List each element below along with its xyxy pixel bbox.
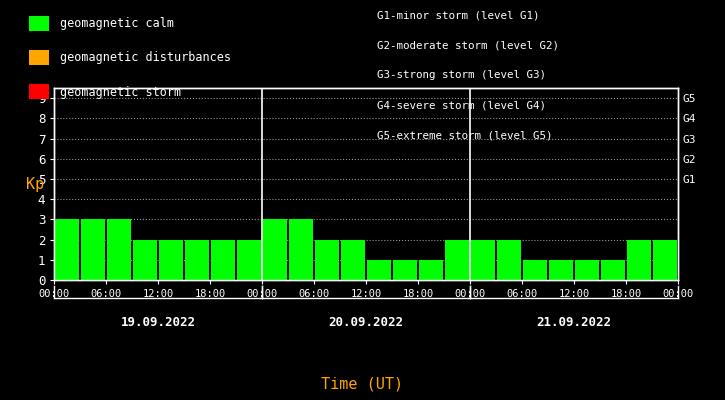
Bar <box>393 260 417 280</box>
Bar <box>81 219 105 280</box>
Bar <box>186 240 210 280</box>
Bar <box>549 260 573 280</box>
Bar <box>523 260 547 280</box>
Text: G1-minor storm (level G1): G1-minor storm (level G1) <box>377 10 539 20</box>
Bar <box>419 260 443 280</box>
Bar <box>445 240 469 280</box>
Bar <box>497 240 521 280</box>
Bar <box>237 240 261 280</box>
Text: G5-extreme storm (level G5): G5-extreme storm (level G5) <box>377 130 552 140</box>
Text: G4-severe storm (level G4): G4-severe storm (level G4) <box>377 100 546 110</box>
Bar <box>471 240 495 280</box>
Bar <box>160 240 183 280</box>
Bar <box>289 219 313 280</box>
Text: Time (UT): Time (UT) <box>321 376 404 392</box>
Bar <box>55 219 79 280</box>
Y-axis label: Kp: Kp <box>26 176 44 192</box>
Bar <box>367 260 391 280</box>
Text: 20.09.2022: 20.09.2022 <box>328 316 404 328</box>
Text: 21.09.2022: 21.09.2022 <box>536 316 611 328</box>
Text: geomagnetic calm: geomagnetic calm <box>60 18 174 30</box>
Text: G2-moderate storm (level G2): G2-moderate storm (level G2) <box>377 40 559 50</box>
Bar <box>627 240 651 280</box>
Bar <box>653 240 677 280</box>
Text: G3-strong storm (level G3): G3-strong storm (level G3) <box>377 70 546 80</box>
Bar <box>601 260 625 280</box>
Text: 19.09.2022: 19.09.2022 <box>121 316 196 328</box>
Text: geomagnetic disturbances: geomagnetic disturbances <box>60 52 231 64</box>
Bar <box>263 219 287 280</box>
Bar <box>575 260 599 280</box>
Bar <box>341 240 365 280</box>
Bar <box>107 219 131 280</box>
Text: geomagnetic storm: geomagnetic storm <box>60 86 181 98</box>
Bar <box>211 240 235 280</box>
Bar <box>133 240 157 280</box>
Bar <box>315 240 339 280</box>
